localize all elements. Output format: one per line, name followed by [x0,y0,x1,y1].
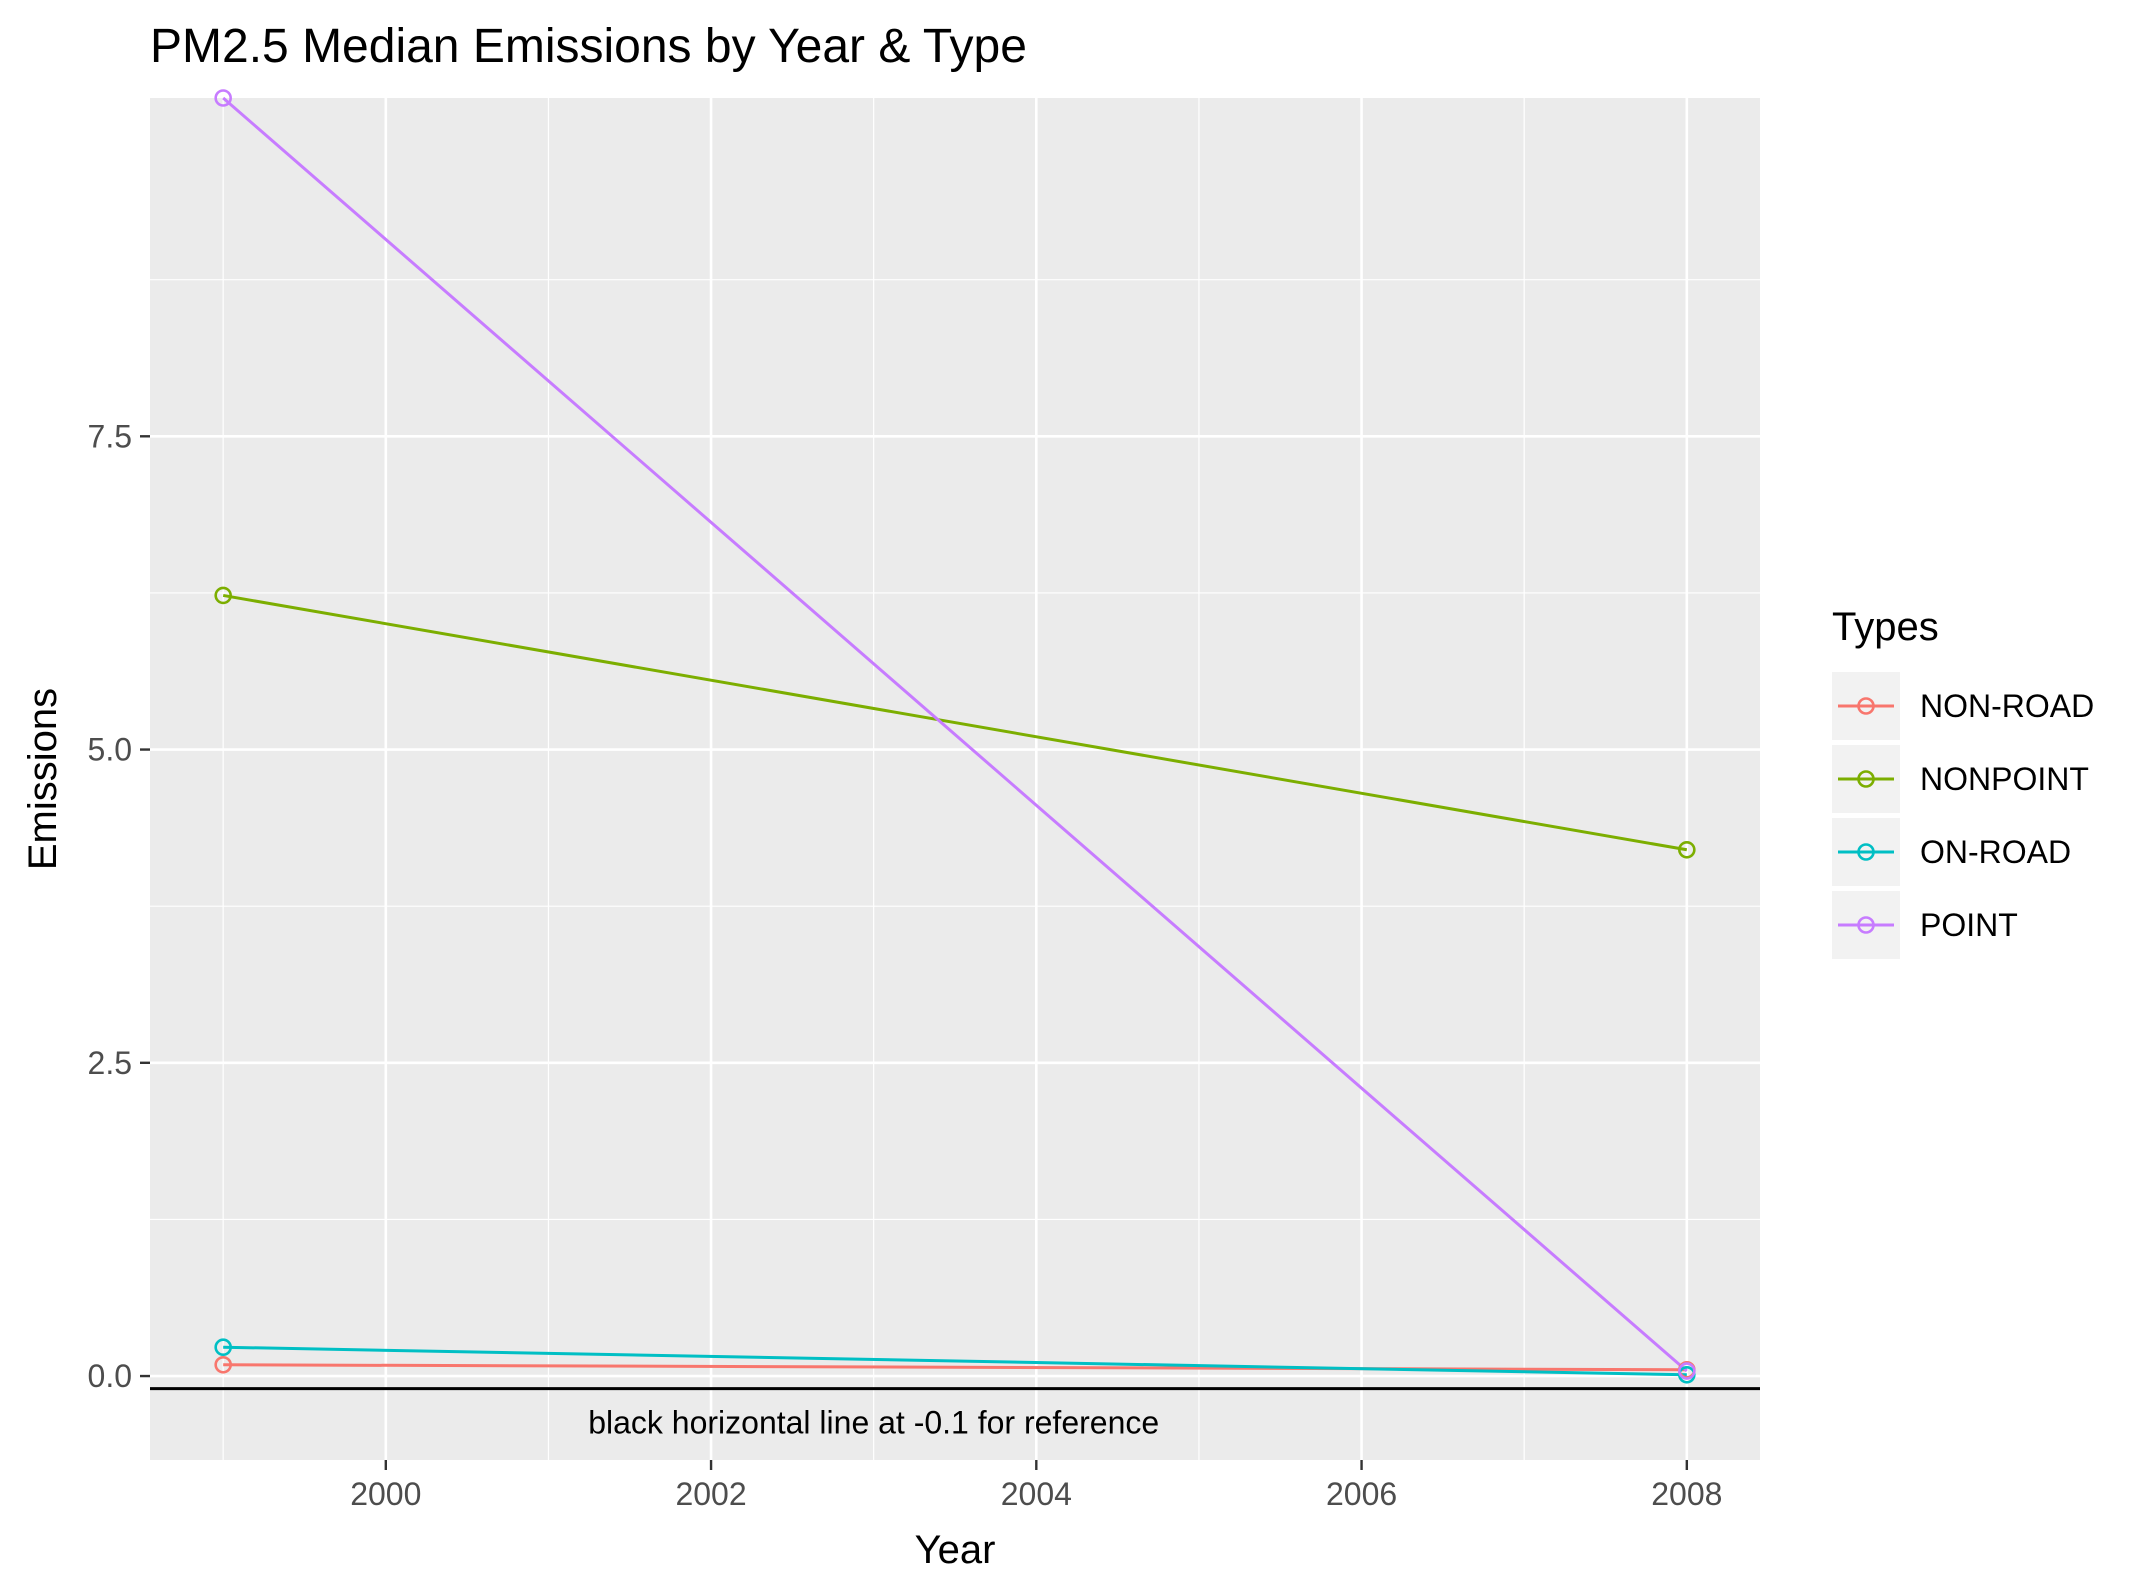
x-tick-label: 2008 [1651,1476,1722,1512]
series-points [214,89,1696,1384]
y-axis-title: Emissions [21,688,65,870]
data-point-non-road [214,1355,232,1374]
plot-panel [150,98,1760,1460]
series-line-on-road [223,1345,1687,1377]
chart-title: PM2.5 Median Emissions by Year & Type [150,20,1027,73]
y-tick-label: 5.0 [88,732,132,768]
legend-key-point-non-road [1857,697,1875,715]
x-tick-label: 2006 [1326,1476,1397,1512]
data-point-nonpoint [1678,840,1696,859]
legend-label-on-road: ON-ROAD [1920,834,2071,870]
x-axis-title: Year [915,1528,996,1572]
data-point-nonpoint [214,586,232,605]
grid-minor [150,98,1760,1460]
x-axis: 2000 2002 2004 2006 2008 [350,1460,1722,1512]
legend: Types NON-ROAD NONPOINT ON-ROAD POINT [1832,605,2094,959]
reference-annotation: black horizontal line at -0.1 for refere… [588,1404,1159,1440]
data-point-point [1678,1362,1696,1380]
y-tick-label: 7.5 [88,418,132,454]
y-tick-label: 2.5 [88,1045,132,1081]
y-tick-label: 0.0 [88,1358,132,1394]
x-tick-label: 2000 [350,1476,421,1512]
legend-key-point-nonpoint [1857,770,1875,788]
x-tick-label: 2004 [1001,1476,1072,1512]
legend-key-point-on-road [1857,843,1875,861]
series-line-nonpoint [222,593,1688,852]
series-lines [222,96,1688,1377]
y-axis: 0.0 2.5 5.0 7.5 [88,418,150,1394]
data-point-on-road [214,1338,232,1357]
data-point-point [214,89,232,107]
legend-title: Types [1832,605,1939,649]
annotation-group: black horizontal line at -0.1 for refere… [588,1404,1159,1440]
x-tick-label: 2002 [675,1476,746,1512]
grid-major [150,98,1760,1460]
legend-label-non-road: NON-ROAD [1920,688,2094,724]
legend-label-point: POINT [1920,907,2018,943]
legend-key-point-point [1857,916,1875,934]
series-line-point [222,96,1688,1373]
legend-label-nonpoint: NONPOINT [1920,761,2089,797]
